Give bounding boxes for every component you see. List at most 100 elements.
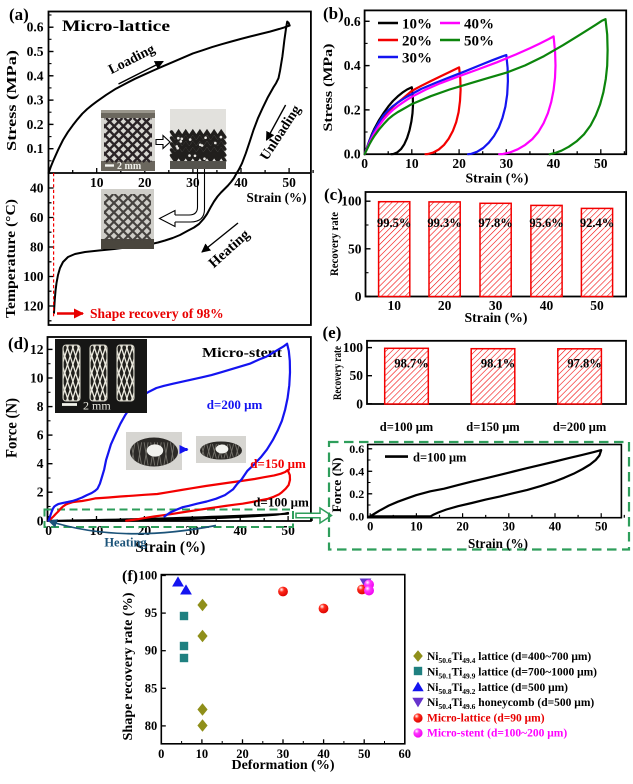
svg-text:2 mm: 2 mm xyxy=(83,399,111,413)
svg-text:80: 80 xyxy=(145,719,158,733)
svg-text:90: 90 xyxy=(145,644,158,658)
svg-text:d=200 μm: d=200 μm xyxy=(207,397,263,412)
svg-text:30: 30 xyxy=(500,156,514,171)
svg-text:Ni50.8Ti49.2 lattice (d=500 μm: Ni50.8Ti49.2 lattice (d=500 μm) xyxy=(427,682,568,696)
svg-text:d=100 μm: d=100 μm xyxy=(253,495,309,510)
svg-text:10: 10 xyxy=(90,175,104,190)
svg-text:Strain (%): Strain (%) xyxy=(135,539,205,556)
svg-text:98.1%: 98.1% xyxy=(481,357,515,371)
svg-text:10: 10 xyxy=(30,371,44,386)
svg-text:99.5%: 99.5% xyxy=(377,216,411,230)
svg-text:Strain (%): Strain (%) xyxy=(466,172,529,187)
svg-text:0: 0 xyxy=(356,396,363,411)
svg-text:99.3%: 99.3% xyxy=(427,216,461,230)
svg-text:40: 40 xyxy=(234,175,248,190)
svg-text:Strain (%): Strain (%) xyxy=(465,311,528,326)
svg-text:50: 50 xyxy=(282,175,296,190)
svg-text:20: 20 xyxy=(452,156,466,171)
svg-text:30: 30 xyxy=(186,175,200,190)
svg-text:Deformation (%): Deformation (%) xyxy=(231,758,334,773)
svg-text:10%: 10% xyxy=(402,17,432,33)
svg-text:0.6: 0.6 xyxy=(349,442,364,456)
svg-text:0.6: 0.6 xyxy=(344,14,361,29)
svg-text:50%: 50% xyxy=(464,34,494,50)
svg-text:20: 20 xyxy=(438,298,452,313)
svg-text:20%: 20% xyxy=(402,34,432,50)
svg-text:97.8%: 97.8% xyxy=(478,216,512,230)
svg-text:97.8%: 97.8% xyxy=(567,357,601,371)
svg-text:6: 6 xyxy=(37,428,44,443)
svg-text:120: 120 xyxy=(23,299,44,314)
svg-text:4: 4 xyxy=(37,456,44,471)
svg-text:40: 40 xyxy=(540,298,554,313)
svg-text:Strain (%): Strain (%) xyxy=(468,536,528,551)
svg-text:40: 40 xyxy=(30,181,44,196)
svg-text:Ni50.4Ti49.6 honeycomb (d=500: Ni50.4Ti49.6 honeycomb (d=500 μm) xyxy=(427,697,594,711)
svg-text:60: 60 xyxy=(30,210,44,225)
svg-text:(d): (d) xyxy=(8,334,29,353)
svg-text:0.4: 0.4 xyxy=(27,68,44,83)
svg-text:d=100 μm: d=100 μm xyxy=(413,451,467,465)
svg-text:Recovery rate: Recovery rate xyxy=(332,346,344,400)
svg-text:Recovery rate: Recovery rate xyxy=(329,212,341,276)
svg-text:50: 50 xyxy=(590,298,604,313)
svg-text:98.7%: 98.7% xyxy=(394,357,428,371)
svg-text:(b): (b) xyxy=(323,4,344,23)
svg-text:30: 30 xyxy=(277,747,290,761)
svg-text:Stress (MPa): Stress (MPa) xyxy=(4,50,19,151)
svg-text:0: 0 xyxy=(367,520,373,534)
svg-text:0.0: 0.0 xyxy=(344,147,361,162)
svg-text:20: 20 xyxy=(236,747,249,761)
svg-text:80: 80 xyxy=(30,240,44,255)
svg-text:Shape recovery of 98%: Shape recovery of 98% xyxy=(90,306,224,321)
svg-text:0: 0 xyxy=(45,523,52,538)
svg-text:8: 8 xyxy=(37,399,44,414)
svg-text:60: 60 xyxy=(399,747,412,761)
svg-text:40: 40 xyxy=(317,747,330,761)
svg-text:d=150 μm: d=150 μm xyxy=(250,456,306,471)
svg-text:Ni50.1Ti49.9 lattice (d=700~10: Ni50.1Ti49.9 lattice (d=700~1000 μm) xyxy=(427,667,597,681)
svg-text:10: 10 xyxy=(405,156,419,171)
svg-text:0.6: 0.6 xyxy=(27,20,44,35)
svg-text:Stress (MPa): Stress (MPa) xyxy=(320,44,335,132)
svg-text:20: 20 xyxy=(456,520,469,534)
svg-text:0.3: 0.3 xyxy=(27,93,44,108)
svg-text:Force (N): Force (N) xyxy=(329,458,344,513)
svg-text:12: 12 xyxy=(30,342,44,357)
svg-text:0.2: 0.2 xyxy=(344,102,361,117)
svg-text:0.4: 0.4 xyxy=(344,58,361,73)
svg-text:50: 50 xyxy=(595,520,608,534)
svg-text:100: 100 xyxy=(139,569,158,583)
svg-text:Force (N): Force (N) xyxy=(3,398,20,458)
svg-text:d=150 μm: d=150 μm xyxy=(466,420,520,434)
svg-text:2: 2 xyxy=(37,485,44,500)
svg-text:20: 20 xyxy=(138,175,152,190)
svg-text:100: 100 xyxy=(343,340,364,355)
svg-text:95: 95 xyxy=(145,606,158,620)
svg-text:10: 10 xyxy=(410,520,423,534)
svg-text:(c): (c) xyxy=(324,185,343,204)
svg-text:Shape recovery rate (%): Shape recovery rate (%) xyxy=(120,593,135,741)
svg-text:0.2: 0.2 xyxy=(349,487,364,501)
svg-text:(e): (e) xyxy=(323,323,342,342)
svg-text:95.6%: 95.6% xyxy=(529,216,563,230)
svg-text:Ni50.6Ti49.4 lattice (d=400~70: Ni50.6Ti49.4 lattice (d=400~700 μm) xyxy=(427,651,591,665)
svg-text:50: 50 xyxy=(350,368,364,383)
svg-text:0: 0 xyxy=(361,156,368,171)
svg-text:10: 10 xyxy=(196,747,209,761)
svg-text:0.5: 0.5 xyxy=(27,44,44,59)
svg-text:0.2: 0.2 xyxy=(27,117,44,132)
svg-text:(a): (a) xyxy=(9,5,29,24)
svg-text:0.4: 0.4 xyxy=(349,464,364,478)
svg-text:40: 40 xyxy=(549,520,562,534)
svg-text:100: 100 xyxy=(341,194,362,209)
svg-text:Strain (%): Strain (%) xyxy=(247,191,307,206)
svg-text:0.1: 0.1 xyxy=(27,141,44,156)
svg-text:50: 50 xyxy=(348,241,362,256)
svg-text:10: 10 xyxy=(387,298,401,313)
svg-text:Temperature (°C): Temperature (°C) xyxy=(4,199,19,318)
svg-text:40: 40 xyxy=(547,156,561,171)
svg-text:Micro-stent (d=100~200 μm): Micro-stent (d=100~200 μm) xyxy=(427,728,567,740)
svg-text:0: 0 xyxy=(37,513,44,528)
svg-text:50: 50 xyxy=(358,747,371,761)
